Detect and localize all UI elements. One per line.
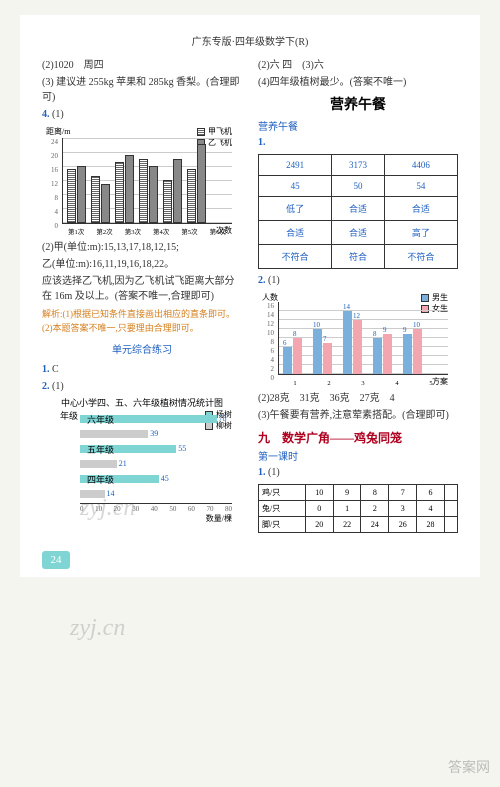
answer-text: (2)1020 周四 xyxy=(42,58,242,73)
page-number-tab: 24 xyxy=(42,551,70,569)
y-axis-title: 距离/m xyxy=(46,126,70,137)
nutrition-table: 249131734406455054低了合适合适合适合适高了不符合符合不符合 xyxy=(258,154,458,269)
page-header: 广东专版·四年级数学下(R) xyxy=(42,33,458,48)
chart-title: 中心小学四、五、六年级植树情况统计图 xyxy=(42,396,242,409)
analysis-text: 解析:(1)根据已知条件直接画出相应的直条即可。(2)本题答案不唯一,只要理由合… xyxy=(42,308,242,335)
answer-text: 应该选择乙飞机,因为乙飞机试飞距离大部分在 16m 及以上。(答案不唯一,合理即… xyxy=(42,274,242,304)
y-axis-title: 年级 xyxy=(60,409,78,422)
y-axis: 1614121086420 xyxy=(258,302,276,375)
section-heading: 营养午餐 xyxy=(258,94,458,114)
x-axis-title: 方案 xyxy=(432,376,448,387)
answer-text: (3) 建议进 255kg 苹果和 285kg 香梨。(合理即可) xyxy=(42,75,242,105)
bar-chart-lunch: 人数 男生 女生 1614121086420 68107141289910 12… xyxy=(258,292,448,387)
answer-text: C xyxy=(52,364,59,375)
bar-chart-flight: 距离/m 甲飞机 乙飞机 24 20 16 12 8 4 0 第1次第2次 xyxy=(42,126,232,236)
legend-swatch xyxy=(421,294,429,302)
hbar-chart-trees: 杨树 柳树 年级 六年级 78 39五年级 55 21四年级 45 14 010… xyxy=(42,413,232,524)
section-title: 单元综合练习 xyxy=(42,341,242,356)
answer-text: (3)午餐要有营养,注意荤素搭配。(合理即可) xyxy=(258,408,458,423)
question-number: 4. xyxy=(42,109,50,120)
sub-heading: 营养午餐 xyxy=(258,118,458,133)
left-column: (2)1020 周四 (3) 建议进 255kg 苹果和 285kg 香梨。(合… xyxy=(42,56,242,537)
watermark: zyj.cn xyxy=(70,615,125,642)
x-axis-title: 次数 xyxy=(216,225,232,236)
sub-number: (1) xyxy=(268,275,280,286)
answer-text: (2)28克 31克 36克 27克 4 xyxy=(258,391,458,406)
question-number: 1. xyxy=(258,467,266,478)
question-number: 2. xyxy=(42,381,50,392)
question-number: 1. xyxy=(258,137,266,148)
sub-number: (1) xyxy=(268,467,280,478)
answer-text: 乙(单位:m):16,11,19,16,18,22。 xyxy=(42,257,242,272)
legend-swatch xyxy=(197,128,205,136)
legend-label: 甲飞机 xyxy=(208,126,232,137)
x-axis-title: 数量/棵 xyxy=(80,513,232,524)
y-axis: 24 20 16 12 8 4 0 xyxy=(42,138,60,224)
sub-number: (1) xyxy=(52,381,64,392)
sub-number: (1) xyxy=(52,109,64,120)
lesson-heading: 第一课时 xyxy=(258,448,458,463)
chapter-heading: 九 数学广角——鸡兔同笼 xyxy=(258,429,458,446)
answer-text: (4)四年级植树最少。(答案不唯一) xyxy=(258,75,458,90)
answer-text: (2)六 四 (3)六 xyxy=(258,58,458,73)
chicken-rabbit-table: 鸡/只109876兔/只01234脚/只2022242628 xyxy=(258,484,458,533)
corner-watermark: 答案网 xyxy=(448,757,490,777)
answer-text: (2)甲(单位:m):15,13,17,18,12,15; xyxy=(42,240,242,255)
right-column: (2)六 四 (3)六 (4)四年级植树最少。(答案不唯一) 营养午餐 营养午餐… xyxy=(258,56,458,537)
question-number: 1. xyxy=(42,364,50,375)
question-number: 2. xyxy=(258,275,266,286)
